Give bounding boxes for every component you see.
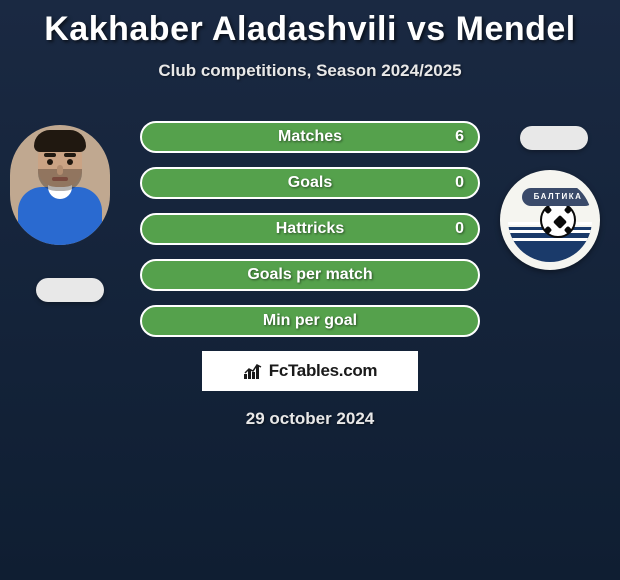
- stat-row-matches: Matches 6: [140, 121, 480, 153]
- club-right-badge: БАЛТИКА: [500, 170, 600, 270]
- date-label: 29 october 2024: [0, 409, 620, 429]
- page-title: Kakhaber Aladashvili vs Mendel: [0, 0, 620, 49]
- stat-label: Goals per match: [247, 266, 372, 284]
- stats-container: Matches 6 Goals 0 Hattricks 0 Goals per …: [140, 121, 480, 337]
- player-left-name-pill: [36, 278, 104, 302]
- player-left-avatar: [10, 125, 110, 245]
- brand-box: FcTables.com: [202, 351, 418, 391]
- stat-label: Min per goal: [263, 312, 357, 330]
- stat-value: 0: [455, 220, 464, 238]
- subtitle: Club competitions, Season 2024/2025: [0, 61, 620, 81]
- stat-value: 0: [455, 174, 464, 192]
- stat-label: Goals: [288, 174, 332, 192]
- club-right-banner: БАЛТИКА: [522, 188, 592, 206]
- stat-row-goals: Goals 0: [140, 167, 480, 199]
- bar-chart-icon: [243, 362, 263, 380]
- stat-label: Matches: [278, 128, 342, 146]
- stat-row-min-per-goal: Min per goal: [140, 305, 480, 337]
- stat-row-hattricks: Hattricks 0: [140, 213, 480, 245]
- player-right-name-pill: [520, 126, 588, 150]
- stat-value: 6: [455, 128, 464, 146]
- brand-text: FcTables.com: [269, 361, 378, 381]
- stat-row-goals-per-match: Goals per match: [140, 259, 480, 291]
- stat-label: Hattricks: [276, 220, 344, 238]
